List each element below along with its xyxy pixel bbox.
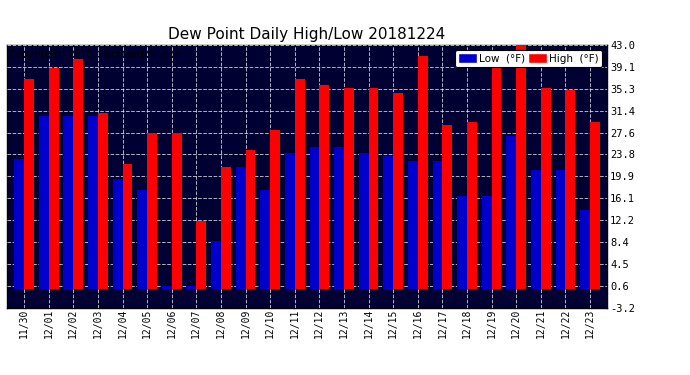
- Bar: [319, 85, 329, 290]
- Bar: [457, 196, 467, 290]
- Bar: [285, 153, 295, 290]
- Bar: [63, 116, 73, 290]
- Bar: [590, 122, 600, 290]
- Bar: [270, 130, 280, 290]
- Bar: [565, 90, 575, 290]
- Bar: [467, 122, 477, 290]
- Bar: [541, 88, 551, 290]
- Bar: [260, 190, 270, 290]
- Bar: [442, 124, 452, 290]
- Bar: [580, 210, 590, 290]
- Bar: [295, 79, 304, 290]
- Bar: [531, 170, 541, 290]
- Bar: [186, 286, 197, 290]
- Bar: [147, 133, 157, 290]
- Bar: [506, 136, 516, 290]
- Bar: [98, 113, 108, 290]
- Bar: [393, 93, 403, 290]
- Title: Dew Point Daily High/Low 20181224: Dew Point Daily High/Low 20181224: [168, 27, 446, 42]
- Legend: Low  (°F), High  (°F): Low (°F), High (°F): [455, 50, 602, 67]
- Bar: [197, 221, 206, 290]
- Bar: [482, 196, 491, 290]
- Bar: [555, 170, 565, 290]
- Bar: [359, 153, 368, 290]
- Bar: [433, 162, 442, 290]
- Bar: [112, 178, 123, 290]
- Bar: [384, 156, 393, 290]
- Bar: [221, 167, 230, 290]
- Bar: [14, 159, 24, 290]
- Bar: [172, 133, 181, 290]
- Bar: [211, 241, 221, 290]
- Bar: [236, 167, 246, 290]
- Bar: [123, 164, 132, 290]
- Bar: [246, 150, 255, 290]
- Bar: [368, 88, 378, 290]
- Bar: [88, 116, 98, 290]
- Bar: [334, 147, 344, 290]
- Bar: [310, 147, 319, 290]
- Bar: [39, 116, 49, 290]
- Bar: [24, 79, 34, 290]
- Bar: [417, 56, 428, 290]
- Bar: [408, 162, 417, 290]
- Bar: [491, 62, 502, 290]
- Bar: [162, 286, 172, 290]
- Bar: [137, 190, 147, 290]
- Bar: [516, 45, 526, 290]
- Bar: [49, 68, 59, 290]
- Bar: [344, 88, 354, 290]
- Text: Copyright 2018 Cartronics.com: Copyright 2018 Cartronics.com: [10, 50, 180, 60]
- Bar: [73, 59, 83, 290]
